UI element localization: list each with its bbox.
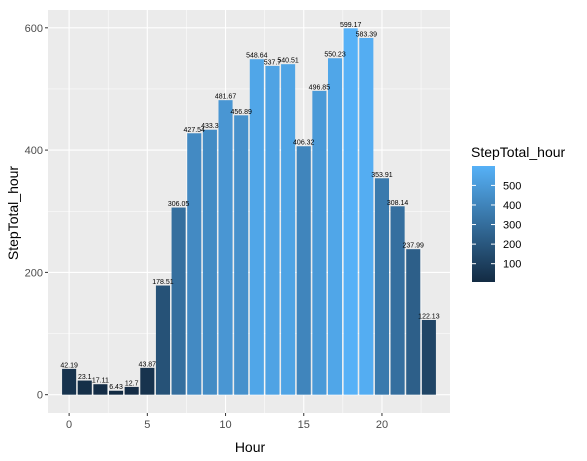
data-label: 353.91 (371, 172, 393, 179)
x-axis: 0 5 10 15 20 (66, 413, 388, 431)
bar (359, 37, 374, 395)
bar (218, 100, 233, 395)
data-label: 537.7 (264, 59, 282, 66)
bar (187, 133, 202, 395)
bar (406, 249, 421, 395)
bar (140, 367, 155, 395)
data-label: 599.17 (340, 22, 362, 29)
bar (77, 380, 92, 395)
y-tick-label: 0 (37, 390, 43, 402)
legend: StepTotal_hour 100 200 300 400 500 (471, 144, 566, 282)
legend-title: StepTotal_hour (471, 144, 566, 160)
data-label: 456.89 (230, 109, 252, 116)
bar (327, 58, 343, 395)
bar (155, 285, 171, 395)
data-label: 548.64 (246, 53, 268, 60)
bar (202, 129, 217, 395)
bar (234, 115, 249, 395)
x-axis-title: Hour (235, 439, 266, 455)
data-label: 6.43 (109, 384, 123, 391)
x-tick-label: 10 (219, 419, 231, 431)
legend-label: 500 (503, 180, 521, 192)
x-tick-label: 20 (376, 419, 388, 431)
data-label: 122.13 (418, 314, 440, 321)
y-axis-title: StepTotal_hour (5, 166, 21, 261)
bar (390, 206, 405, 395)
legend-label: 400 (503, 200, 521, 212)
legend-ticks: 100 200 300 400 500 (472, 180, 521, 271)
bar (109, 390, 124, 395)
data-label: 550.23 (324, 52, 346, 59)
data-label: 306.05 (168, 201, 190, 208)
bar (281, 64, 296, 395)
x-tick-label: 15 (298, 419, 310, 431)
bar (171, 207, 186, 395)
bar (93, 384, 108, 395)
data-label: 17.11 (92, 378, 109, 385)
data-label: 433.3 (201, 123, 219, 130)
bars (62, 28, 436, 395)
legend-label: 100 (503, 259, 521, 271)
y-tick-label: 200 (25, 267, 43, 279)
y-axis: 0 200 400 600 (25, 23, 48, 402)
legend-label: 200 (503, 239, 521, 251)
data-label: 43.87 (139, 361, 157, 368)
data-label: 178.51 (152, 279, 174, 286)
data-label: 583.39 (356, 31, 378, 38)
data-label: 540.51 (277, 58, 299, 65)
bar (312, 90, 327, 395)
data-label: 12.7 (125, 380, 139, 387)
data-label: 42.19 (60, 362, 78, 369)
bar (249, 59, 264, 395)
bar (124, 386, 139, 395)
bar (62, 368, 77, 395)
bar (296, 146, 311, 395)
data-label: 427.54 (184, 127, 206, 134)
y-tick-label: 600 (25, 23, 43, 35)
data-label: 406.32 (293, 140, 315, 147)
bar (374, 178, 389, 395)
data-label: 237.99 (403, 243, 425, 250)
data-label: 496.85 (309, 84, 331, 91)
bar (421, 320, 436, 395)
data-label: 481.67 (215, 94, 237, 101)
legend-colorbar (472, 166, 495, 282)
x-tick-label: 0 (66, 419, 72, 431)
x-tick-label: 5 (144, 419, 150, 431)
bar (343, 28, 358, 395)
legend-label: 300 (503, 220, 521, 232)
data-label: 308.14 (387, 200, 409, 207)
bar (265, 65, 280, 395)
y-tick-label: 400 (25, 145, 43, 157)
data-label: 23.1 (78, 374, 92, 381)
